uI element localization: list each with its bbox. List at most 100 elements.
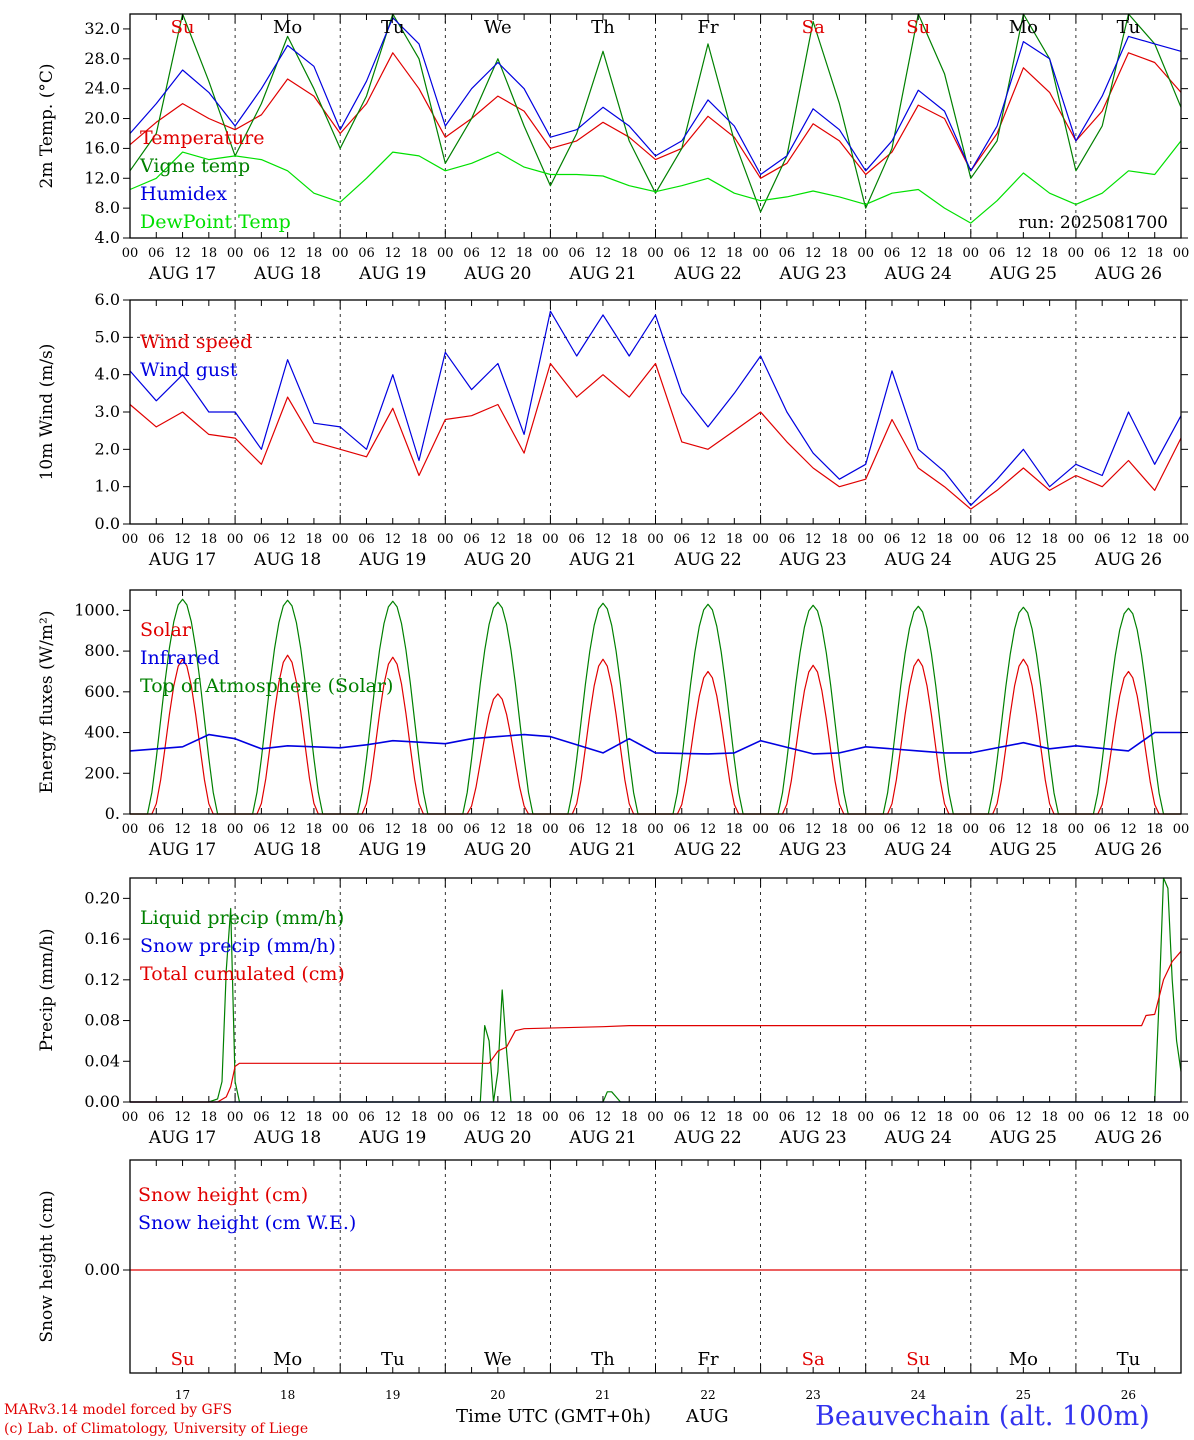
day-number-label: 18: [280, 1388, 295, 1402]
legend-solar: Solar: [140, 619, 192, 641]
hour-tick-label: 18: [306, 246, 323, 261]
legend-total-cumulated-cm-: Total cumulated (cm): [140, 963, 345, 985]
date-label: AUG 22: [673, 840, 741, 860]
y-axis-label: Energy fluxes (W/m²): [37, 611, 57, 794]
hour-tick-label: 12: [279, 1110, 296, 1125]
hour-tick-label: 00: [332, 822, 349, 837]
legend-dewpoint-temp: DewPoint Temp: [140, 211, 291, 233]
day-number-label: 25: [1016, 1388, 1031, 1402]
hour-tick-label: 00: [1173, 822, 1190, 837]
date-label: AUG 23: [779, 1128, 847, 1148]
hour-tick-label: 06: [989, 246, 1006, 261]
hour-tick-label: 12: [910, 532, 927, 547]
hour-tick-label: 06: [1094, 246, 1111, 261]
y-axis-label: Snow height (cm): [37, 1190, 57, 1342]
hour-tick-label: 18: [726, 532, 743, 547]
hour-tick-label: 12: [174, 822, 191, 837]
hour-tick-label: 18: [621, 532, 638, 547]
date-label: AUG 17: [148, 840, 216, 860]
hour-tick-label: 00: [752, 822, 769, 837]
series-line-wind-gust: [129, 310, 1182, 506]
y-tick-label: 32.0: [84, 19, 120, 38]
hour-tick-label: 12: [1120, 532, 1137, 547]
y-tick-label: 3.0: [95, 402, 120, 421]
hour-tick-label: 00: [542, 532, 559, 547]
hour-tick-label: 06: [674, 246, 691, 261]
hour-tick-label: 00: [1173, 532, 1190, 547]
date-label: AUG 26: [1094, 840, 1162, 860]
hour-tick-label: 12: [595, 1110, 612, 1125]
day-label: Su: [171, 1349, 195, 1370]
hour-tick-label: 18: [306, 1110, 323, 1125]
hour-tick-label: 06: [779, 822, 796, 837]
y-tick-label: 600.: [84, 682, 120, 701]
hour-tick-label: 12: [1015, 822, 1032, 837]
hour-tick-label: 12: [490, 532, 507, 547]
hour-tick-label: 12: [805, 532, 822, 547]
date-label: AUG 26: [1094, 550, 1162, 570]
footer-credit: (c) Lab. of Climatology, University of L…: [4, 1421, 309, 1437]
hour-tick-label: 12: [490, 246, 507, 261]
hour-tick-label: 00: [1068, 822, 1085, 837]
day-label: Mo: [1009, 17, 1038, 38]
hour-tick-label: 06: [463, 1110, 480, 1125]
legend-humidex: Humidex: [140, 183, 227, 205]
hour-tick-label: 18: [726, 246, 743, 261]
hour-tick-label: 12: [1120, 246, 1137, 261]
y-tick-label: 1000.: [74, 600, 120, 619]
hour-tick-label: 00: [332, 1110, 349, 1125]
date-label: AUG 24: [884, 1128, 952, 1148]
hour-tick-label: 18: [201, 246, 218, 261]
y-tick-label: 16.0: [84, 138, 120, 157]
y-tick-label: 8.0: [95, 198, 120, 217]
station-name: Beauvechain (alt. 100m): [815, 1401, 1150, 1432]
date-label: AUG 17: [148, 1128, 216, 1148]
hour-tick-label: 12: [490, 822, 507, 837]
hour-tick-label: 06: [148, 246, 165, 261]
date-label: AUG 22: [673, 550, 741, 570]
date-label: AUG 19: [358, 840, 426, 860]
hour-tick-label: 12: [910, 822, 927, 837]
legend-wind-gust: Wind gust: [140, 359, 238, 381]
y-tick-label: 0.20: [84, 888, 120, 907]
date-label: AUG 24: [884, 264, 952, 284]
hour-tick-label: 06: [358, 822, 375, 837]
hour-tick-label: 06: [1094, 1110, 1111, 1125]
hour-tick-label: 00: [542, 822, 559, 837]
hour-tick-label: 00: [857, 1110, 874, 1125]
day-number-label: 21: [595, 1388, 610, 1402]
hour-tick-label: 18: [1041, 532, 1058, 547]
date-label: AUG 23: [779, 840, 847, 860]
day-label: Th: [591, 1349, 615, 1370]
hour-tick-label: 06: [989, 1110, 1006, 1125]
date-label: AUG 20: [463, 264, 531, 284]
hour-tick-label: 00: [542, 1110, 559, 1125]
hour-tick-label: 00: [963, 532, 980, 547]
date-label: AUG 25: [989, 840, 1057, 860]
day-number-label: 17: [175, 1388, 190, 1402]
date-label: AUG 22: [673, 1128, 741, 1148]
date-label: AUG 24: [884, 840, 952, 860]
hour-tick-label: 00: [227, 532, 244, 547]
hour-tick-label: 06: [568, 822, 585, 837]
hour-tick-label: 12: [384, 532, 401, 547]
hour-tick-label: 12: [805, 822, 822, 837]
legend-infrared: Infrared: [140, 647, 220, 669]
hour-tick-label: 18: [831, 1110, 848, 1125]
day-label: We: [484, 1349, 512, 1370]
hour-tick-label: 18: [411, 822, 428, 837]
hour-tick-label: 06: [253, 532, 270, 547]
hour-tick-label: 00: [437, 1110, 454, 1125]
hour-tick-label: 12: [384, 246, 401, 261]
hour-tick-label: 00: [857, 532, 874, 547]
date-label: AUG 18: [253, 550, 321, 570]
day-number-label: 26: [1121, 1388, 1136, 1402]
hour-tick-label: 18: [1146, 246, 1163, 261]
date-label: AUG 20: [463, 1128, 531, 1148]
day-label: Su: [171, 17, 195, 38]
hour-tick-label: 18: [1041, 1110, 1058, 1125]
hour-tick-label: 18: [726, 1110, 743, 1125]
run-label: run: 2025081700: [1019, 213, 1168, 233]
y-tick-label: 20.0: [84, 109, 120, 128]
